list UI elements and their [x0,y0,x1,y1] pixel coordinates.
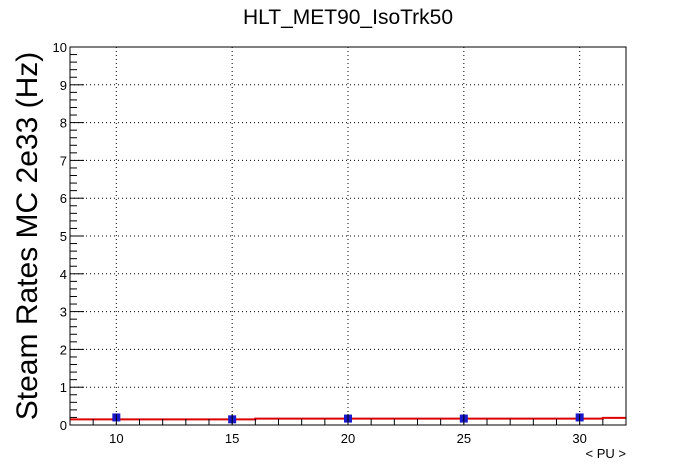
x-tick-label-30: 30 [572,431,586,446]
y-tick-label-9: 9 [60,78,67,93]
fit-curve [70,416,626,421]
y-tick-label-5: 5 [60,229,67,244]
x-tick-label-20: 20 [341,431,355,446]
y-tick-label-4: 4 [60,267,67,282]
tick-labels: 10 15 20 25 30 0 1 2 3 4 5 6 7 8 9 10 [53,40,587,446]
y-tick-label-7: 7 [60,153,67,168]
y-tick-label-10: 10 [53,40,67,55]
grid-lines [70,47,626,425]
fit-line [70,416,626,421]
axes [69,46,627,426]
y-tick-label-2: 2 [60,342,67,357]
y-tick-label-6: 6 [60,191,67,206]
y-tick-label-1: 1 [60,380,67,395]
y-axis-label: Steam Rates MC 2e33 (Hz) [11,52,44,420]
x-tick-label-10: 10 [109,431,123,446]
y-tick-label-3: 3 [60,305,67,320]
chart-title: HLT_MET90_IsoTrk50 [243,6,453,29]
x-axis-label: < PU > [586,446,626,461]
y-tick-label-8: 8 [60,116,67,131]
x-tick-label-15: 15 [225,431,239,446]
y-tick-label-0: 0 [60,418,67,433]
x-tick-label-25: 25 [457,431,471,446]
